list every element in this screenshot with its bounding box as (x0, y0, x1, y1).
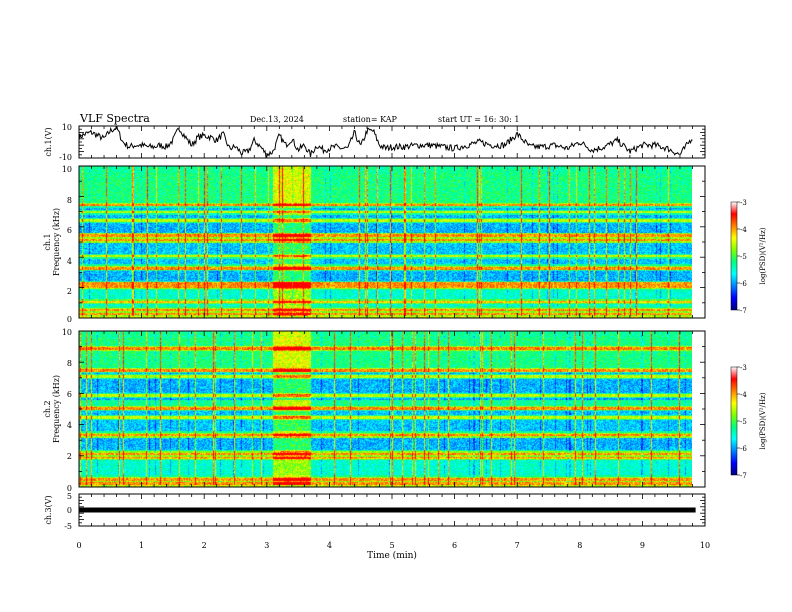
ch2-freq-tick-8: 8 (67, 359, 72, 368)
ch1-ytick-bottom: -10 (59, 153, 72, 162)
ch2-colorbar (730, 366, 738, 476)
x-tick-label: 3 (264, 541, 269, 550)
ch2-colorbar-ticks (737, 366, 740, 476)
ch1-spectrogram-panel: 0 2 4 6 8 10 ch.1Frequency (kHz) -3 -4 -… (43, 165, 767, 324)
x-tick-label: 0 (76, 541, 81, 550)
x-tick-label: 2 (202, 541, 207, 550)
ch2-colorbar-tick-m6: -6 (740, 445, 747, 453)
ch1-colorbar-tick-m6: -6 (740, 280, 747, 288)
ch1-freq-tick-0: 0 (67, 315, 72, 324)
x-tick-label: 4 (327, 541, 332, 550)
ch2-freq-tick-10: 10 (62, 328, 72, 337)
ch1-colorbar-ticks (737, 201, 740, 311)
ch3-level-line (79, 507, 696, 513)
ch3-level-panel: 5 0 -5 ch.3(V) (44, 492, 706, 531)
ch2-colorbar-tick-m7: -7 (740, 472, 747, 480)
ch2-spectrogram-image (79, 331, 692, 487)
chart-title: VLF Spectra (79, 112, 150, 125)
ch1-spectrogram-ylabel: ch.1Frequency (kHz) (43, 208, 61, 276)
ch1-colorbar-tick-m7: -7 (740, 307, 747, 315)
ch1-colorbar-tick-m3: -3 (740, 199, 747, 207)
ch1-freq-tick-2: 2 (67, 287, 72, 296)
x-tick-label: 1 (139, 541, 144, 550)
ch2-colorbar-tick-m5: -5 (740, 418, 747, 426)
ch3-ytick-top: 5 (67, 492, 72, 501)
ch1-colorbar-tick-m4: -4 (740, 226, 747, 234)
date-label: Dec.13, 2024 (250, 115, 304, 124)
ch2-freq-tick-0: 0 (67, 484, 72, 493)
ch2-colorbar-tick-m4: -4 (740, 391, 747, 399)
x-axis-tick-labels: 0 1 2 3 4 5 6 7 8 9 10 (76, 541, 710, 550)
ch2-spectrogram-ticks (78, 330, 706, 488)
x-tick-label: 7 (515, 541, 520, 550)
ch2-colorbar-label: log(PSD)(V²/Hz) (759, 392, 767, 449)
ch1-colorbar-label: log(PSD)(V²/Hz) (759, 227, 767, 284)
ch3-level-ylabel: ch.3(V) (44, 495, 53, 524)
ch3-ytick-bottom: -5 (64, 522, 72, 531)
x-axis-label: Time (min) (367, 550, 417, 561)
station-label: station= KAP (343, 115, 398, 124)
ch1-freq-tick-10: 10 (62, 165, 72, 174)
ch2-freq-tick-4: 4 (67, 421, 72, 430)
ch1-spectrogram-ticks (78, 165, 706, 319)
x-tick-label: 5 (389, 541, 394, 550)
ch2-colorbar-tick-m3: -3 (740, 364, 747, 372)
ch1-freq-tick-6: 6 (67, 226, 72, 235)
ch1-ytick-top: 10 (62, 123, 72, 132)
ch1-waveform-ticks (78, 125, 706, 159)
ch2-spectrogram-ylabel: ch.2Frequency (kHz) (43, 375, 61, 443)
ch1-colorbar-tick-m5: -5 (740, 253, 747, 261)
ch1-waveform-line (79, 126, 693, 158)
ch1-freq-tick-8: 8 (67, 196, 72, 205)
ch1-waveform-panel: 10 -10 ch.1(V) (44, 123, 706, 162)
x-tick-label: 6 (452, 541, 457, 550)
ch1-spectrogram-image (79, 166, 692, 318)
ch1-waveform-ylabel: ch.1(V) (44, 127, 53, 156)
ch3-level-ticks (78, 493, 706, 527)
ch1-colorbar (730, 201, 738, 311)
x-tick-label: 8 (577, 541, 582, 550)
ch3-ytick-mid: 0 (67, 506, 72, 515)
ch1-freq-tick-4: 4 (67, 257, 72, 266)
start-time-label: start UT = 16: 30: 1 (438, 115, 519, 124)
ch2-freq-tick-6: 6 (67, 390, 72, 399)
x-tick-label: 10 (700, 541, 710, 550)
ch2-spectrogram-panel: 0 2 4 6 8 10 ch.2Frequency (kHz) -3 -4 -… (43, 328, 767, 493)
x-tick-label: 9 (640, 541, 645, 550)
ch2-freq-tick-2: 2 (67, 452, 72, 461)
